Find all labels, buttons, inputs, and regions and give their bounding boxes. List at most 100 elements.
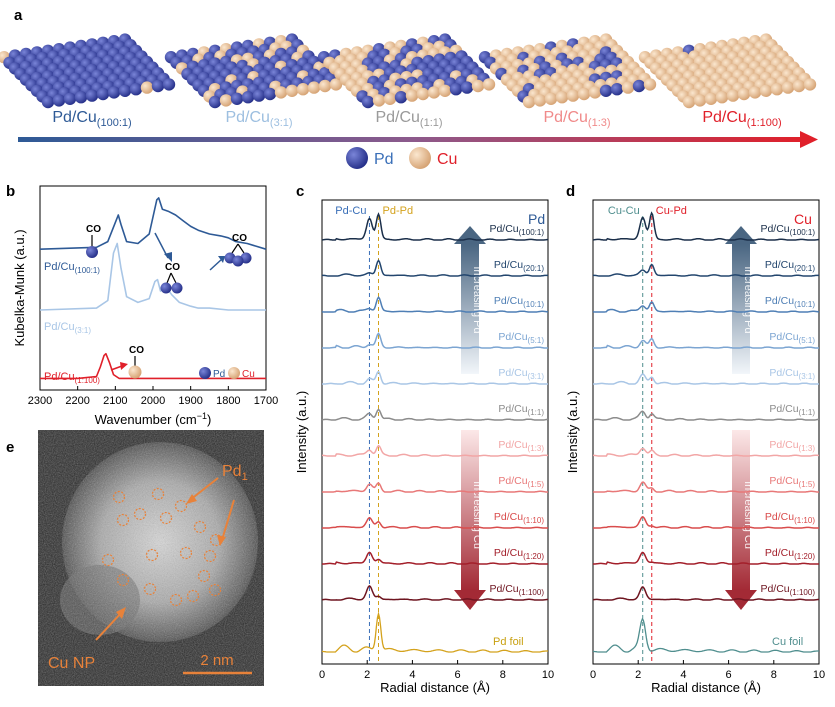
cu-atom <box>307 81 321 94</box>
c-series-5 <box>322 370 548 385</box>
panel-b-series-label-3: Pd/Cu(1:100) <box>44 371 100 385</box>
d-series-7 <box>593 447 820 457</box>
composition-label-1: Pd/Cu(100:1) <box>52 109 131 129</box>
pd-atom <box>263 87 277 101</box>
panel-d-series-labels: Pd/Cu(100:1) Pd/Cu(20:1) Pd/Cu(10:1) Pd/Cu(… <box>760 223 815 597</box>
cu-atom <box>643 78 657 91</box>
c-series-11 <box>321 584 549 601</box>
pd-atom <box>632 79 646 93</box>
alloy-slab-2 <box>164 33 343 109</box>
panel-d: d Intensity (a.u.) Radial distance (Å) C… <box>565 183 825 695</box>
pd1-marker-circle <box>186 589 200 603</box>
co-bond-3 <box>170 272 177 284</box>
c-arrow-up-head <box>454 226 486 244</box>
pd-legend-label: Pd <box>374 151 394 168</box>
scale-bar: 2 nm <box>183 652 252 675</box>
d-arrow-down-label: Increasing Cu <box>742 481 754 549</box>
co-bond-5 <box>237 243 245 254</box>
pd1-marker-circle <box>143 582 157 596</box>
c-arrow-down-shaft <box>461 430 479 590</box>
cu-atom <box>471 79 485 93</box>
cu-atom <box>296 83 310 96</box>
cunp-annotation: Cu NP <box>48 607 126 672</box>
pd1-arrow-1 <box>189 477 219 501</box>
cu-atom <box>438 84 452 98</box>
d-series-label-10: Pd/Cu(1:20) <box>765 547 815 561</box>
cu-atom <box>715 91 729 104</box>
c-xtick-label: 2 <box>364 669 370 681</box>
panel-c-foil-label: Pd foil <box>493 636 524 648</box>
pd-atom-site-2 <box>160 282 172 294</box>
cu-atom <box>318 79 332 93</box>
d-xtick-label: 8 <box>771 669 777 681</box>
c-series-label-5: Pd/Cu(3:1) <box>498 367 544 381</box>
d-ref-label-2: Cu-Pd <box>656 205 687 217</box>
cu-atom <box>737 87 751 101</box>
panel-d-xlabel: Radial distance (Å) <box>651 680 761 695</box>
alloy-slab-4 <box>478 33 657 109</box>
pd-atom <box>241 91 255 104</box>
pd-atom <box>230 92 244 106</box>
d-xtick-label: 6 <box>726 669 732 681</box>
hollow-arrow <box>209 258 223 271</box>
alloy-slab-3 <box>317 33 496 109</box>
cu-atom <box>704 92 718 106</box>
pd1-marker-circle <box>174 499 188 513</box>
pd-atom <box>394 91 408 104</box>
d-xtick-label: 10 <box>813 669 825 681</box>
cu-atom <box>566 89 580 102</box>
panel-d-reference-lines: Cu-Cu Cu-Pd <box>608 205 687 664</box>
d-series-label-9: Pd/Cu(1:10) <box>765 511 815 525</box>
cu-atom <box>383 92 397 106</box>
pd-atom <box>107 86 121 99</box>
cu-legend-dot <box>228 367 240 379</box>
pd-atom <box>162 78 176 91</box>
bridge-arrow-head <box>164 252 172 262</box>
pd1-arrow-2-head <box>217 535 226 546</box>
cunp-label: Cu NP <box>48 655 95 672</box>
panel-c-series-labels: Pd/Cu(100:1) Pd/Cu(20:1) Pd/Cu(10:1) Pd/Cu(… <box>489 223 544 597</box>
panel-c-trend-arrows: Increasing Pd Increasing Cu <box>454 226 486 610</box>
pd-atom <box>599 84 613 98</box>
composition-arrow-head <box>800 131 818 148</box>
pd-atom <box>252 89 266 102</box>
cu-atom <box>140 81 154 94</box>
panel-c-plot-frame <box>321 199 549 665</box>
c-series-label-9: Pd/Cu(1:10) <box>494 511 544 525</box>
pd1-marker-circle <box>101 553 115 567</box>
pd-atom <box>63 92 77 106</box>
c-series-label-4: Pd/Cu(5:1) <box>498 331 544 345</box>
cu-atom <box>285 84 299 98</box>
c-series-12 <box>321 611 549 653</box>
panel-b-series-2 <box>39 242 266 311</box>
co-bond-4 <box>231 243 239 254</box>
alloy-slab-5 <box>638 33 817 109</box>
d-xtick-label: 0 <box>590 669 596 681</box>
cu-atom <box>522 95 536 109</box>
panel-b-series-labels: Pd/Cu(100:1) Pd/Cu(3:1) Pd/Cu(1:100) <box>44 261 100 385</box>
co-label-4: CO <box>129 345 144 356</box>
panel-a-letter: a <box>14 7 23 24</box>
pd1-arrow-2 <box>221 499 235 541</box>
panel-d-ylabel: Intensity (a.u.) <box>565 391 580 473</box>
cunp-arrow-head <box>116 607 126 619</box>
pd-atom <box>129 83 143 96</box>
panel-b-legend: Pd Cu <box>199 367 255 380</box>
cu-atom <box>726 89 740 102</box>
alloy-slabs <box>0 33 817 109</box>
panel-b: b Kubelka-Munk (a.u.) Wavenumber (cm−1) … <box>6 183 278 427</box>
pd-atom-site-1 <box>86 246 98 258</box>
panel-d-foil-label: Cu foil <box>772 636 803 648</box>
cu-atom <box>533 94 547 107</box>
co-bridge-icon: CO <box>154 232 183 294</box>
pd1-marker-circle <box>151 487 165 501</box>
d-series-label-8: Pd/Cu(1:5) <box>769 475 815 489</box>
pd-atom <box>610 83 624 96</box>
pd-atom-site-6 <box>232 255 244 267</box>
c-ref-label-2: Pd-Pd <box>383 205 414 217</box>
d-arrow-down-head <box>725 590 757 610</box>
c-xtick-label: 4 <box>409 669 415 681</box>
c-series-label-10: Pd/Cu(1:20) <box>494 547 544 561</box>
cu-atom <box>770 83 784 96</box>
composition-label-5: Pd/Cu(1:100) <box>702 109 781 129</box>
